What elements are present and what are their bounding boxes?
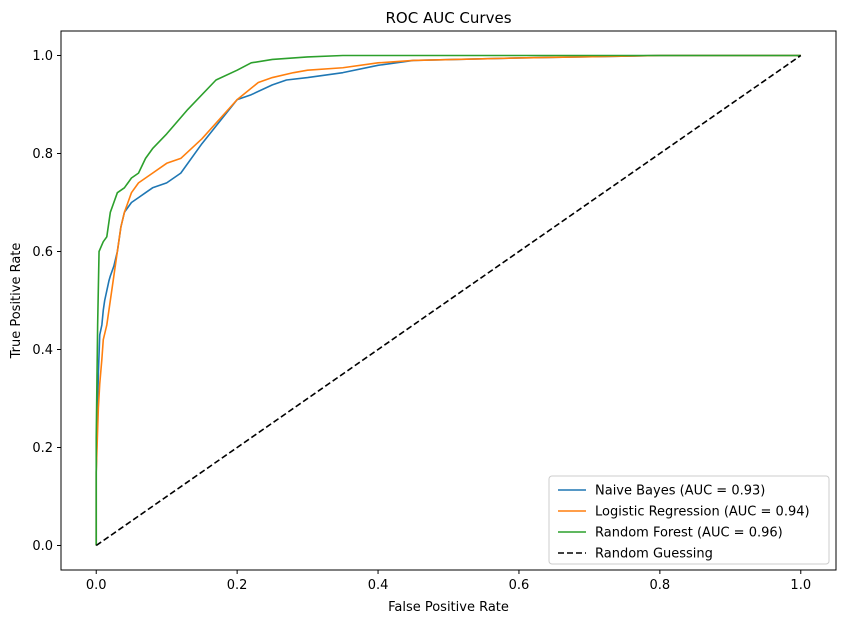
x-tick-label: 0.0 — [86, 578, 107, 593]
y-tick-label: 0.8 — [32, 147, 53, 162]
series-line-1 — [95, 54, 801, 546]
x-tick-label: 0.8 — [650, 578, 671, 593]
legend-entry: Naive Bayes (AUC = 0.93) — [595, 484, 765, 499]
x-tick-label: 0.6 — [509, 578, 530, 593]
legend-box — [548, 475, 830, 565]
legend: Naive Bayes (AUC = 0.93) Logistic Regress… — [548, 475, 830, 565]
legend-entry: Logistic Regression (AUC = 0.94) — [595, 505, 810, 520]
y-axis-ticks: 0.0 0.2 0.4 0.6 0.8 1.0 — [32, 49, 61, 554]
x-axis-label: False Positive Rate — [388, 600, 509, 615]
x-axis-ticks: 0.0 0.2 0.4 0.6 0.8 1.0 — [86, 570, 811, 593]
x-tick-label: 0.2 — [227, 578, 248, 593]
y-tick-label: 0.4 — [32, 343, 53, 358]
series-line-0 — [95, 54, 801, 546]
y-tick-label: 0.2 — [32, 441, 53, 456]
x-tick-label: 1.0 — [790, 578, 811, 593]
legend-entry: Random Guessing — [595, 547, 713, 562]
x-tick-label: 0.4 — [368, 578, 389, 593]
chart-title: ROC AUC Curves — [385, 9, 511, 27]
legend-entry: Random Forest (AUC = 0.96) — [595, 526, 783, 541]
y-tick-label: 0.0 — [32, 539, 53, 554]
plot-lines — [95, 54, 802, 547]
y-axis-label: True Positive Rate — [9, 243, 24, 360]
plot-frame — [60, 30, 837, 571]
y-tick-label: 0.6 — [32, 245, 53, 260]
series-line-2 — [95, 54, 801, 546]
y-tick-label: 1.0 — [32, 49, 53, 64]
series-line-3 — [95, 54, 802, 547]
